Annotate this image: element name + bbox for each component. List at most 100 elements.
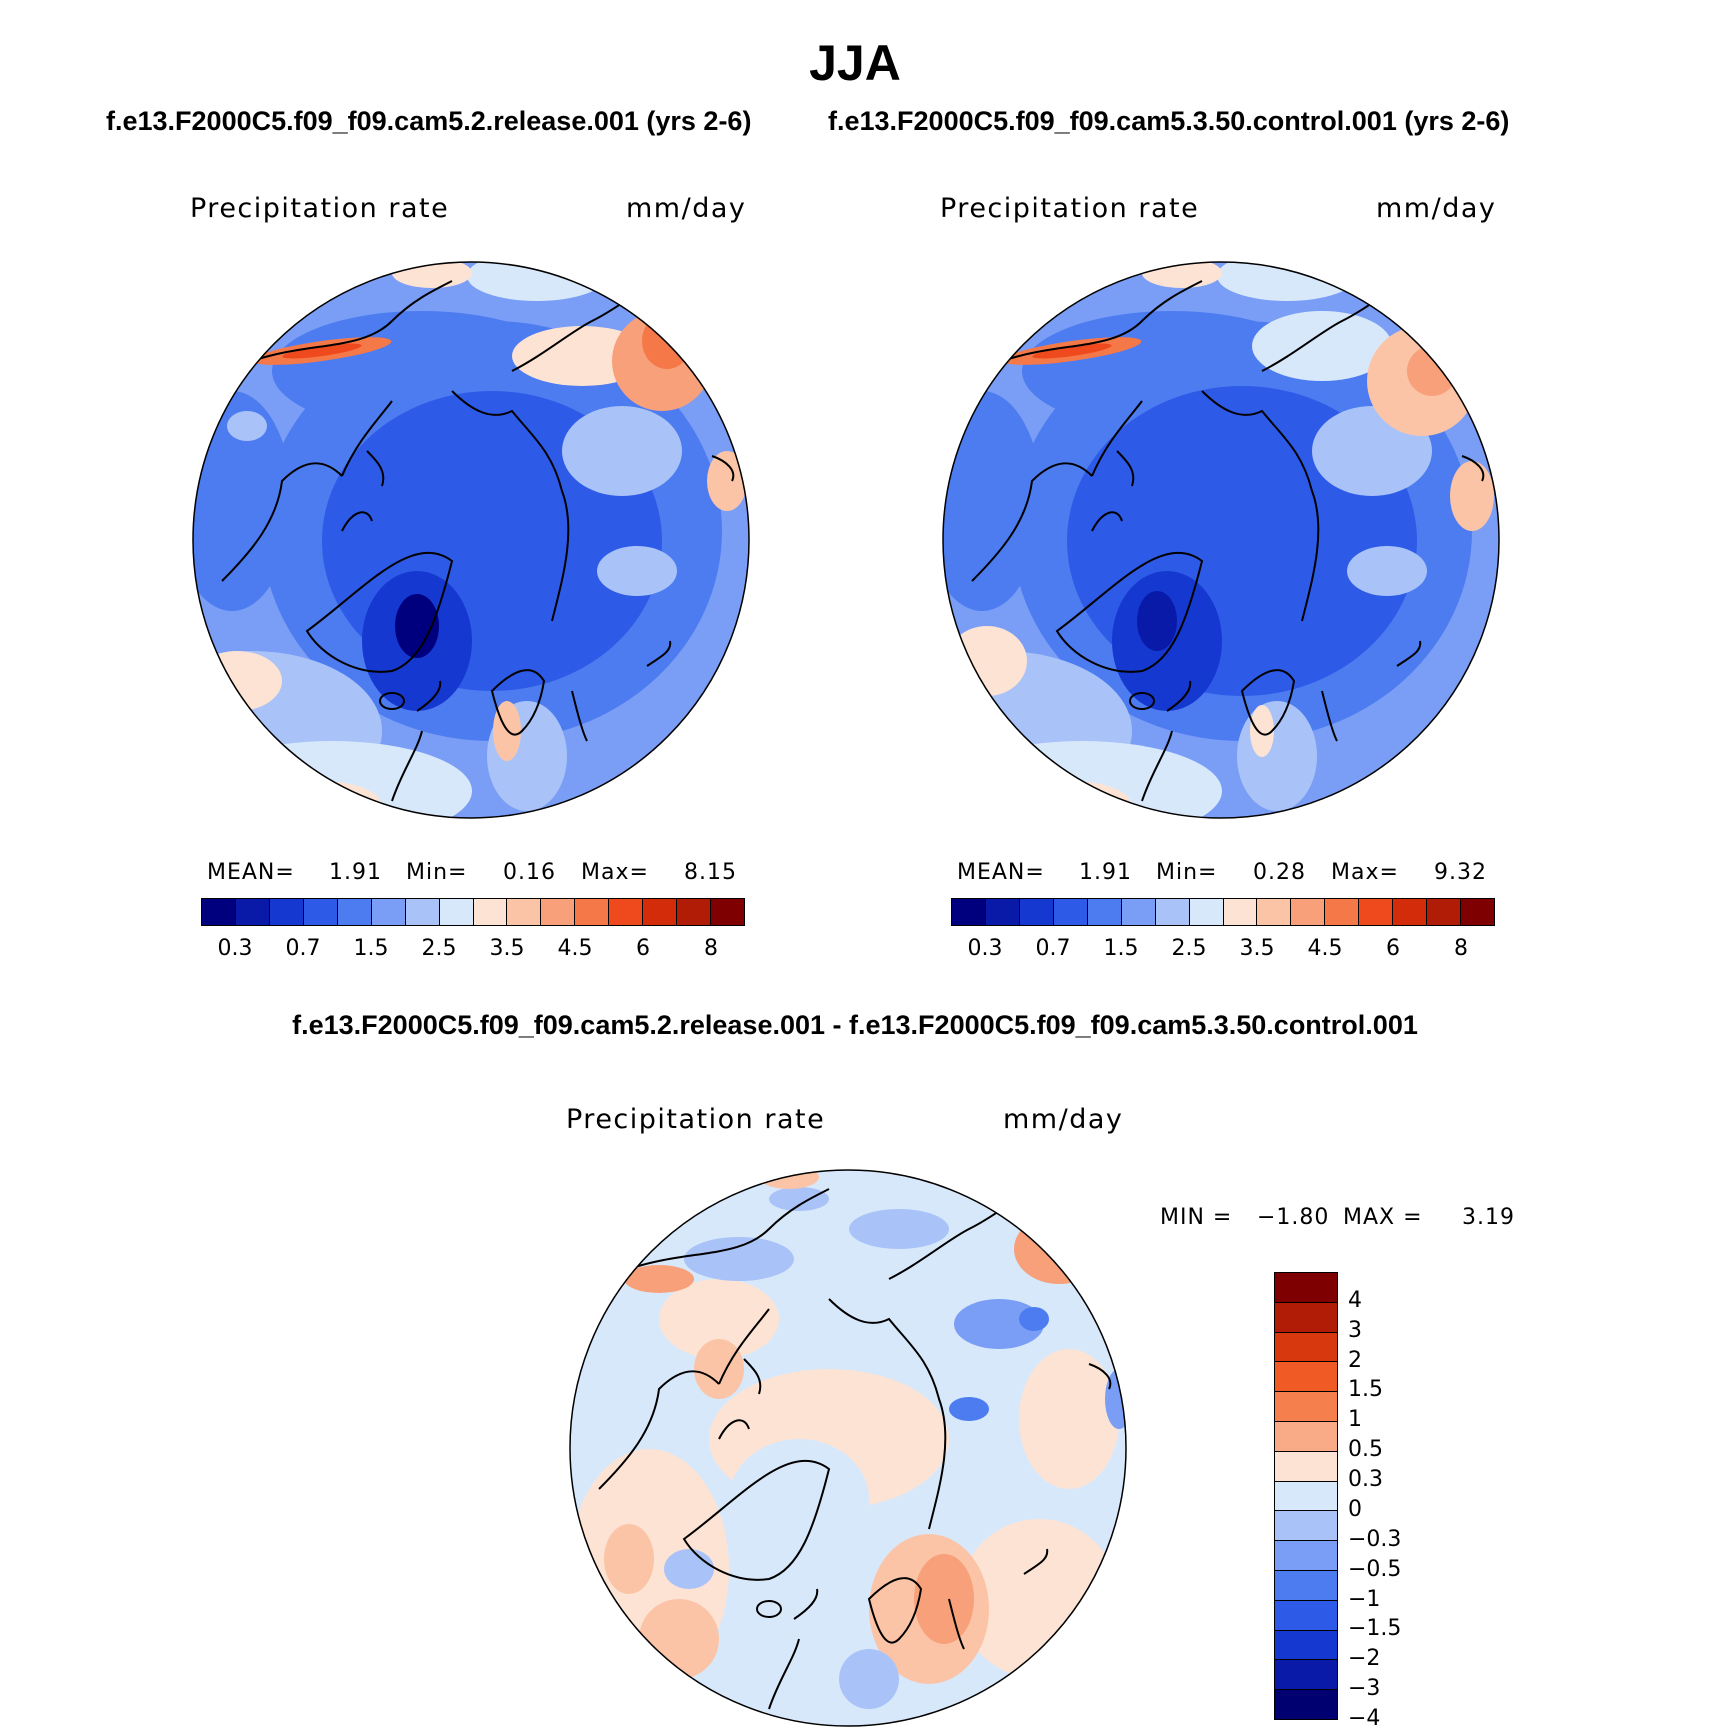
colorbar-swatch — [1155, 899, 1190, 925]
colorbar-tick-label: 8 — [704, 936, 718, 961]
right-variable-label: Precipitation rate — [940, 193, 1200, 224]
colorbar-tick-label: 1 — [1348, 1407, 1362, 1433]
colorbar-tick-label: 3 — [1348, 1317, 1362, 1343]
colorbar-swatch — [405, 899, 440, 925]
right-min-value: 0.28 — [1253, 860, 1306, 885]
colorbar-swatch — [952, 899, 986, 925]
colorbar-tick-label: 2 — [1348, 1347, 1362, 1373]
colorbar-tick-label: −0.5 — [1348, 1556, 1402, 1582]
diff-max-label: MAX = — [1343, 1205, 1423, 1230]
colorbar-tick-label: 0.3 — [217, 936, 253, 961]
colorbar-tick-label: 1.5 — [353, 936, 389, 961]
colorbar-swatch — [303, 899, 338, 925]
colorbar-tick-label: −1 — [1348, 1586, 1381, 1612]
colorbar-swatch — [1359, 899, 1394, 925]
colorbar-tick-label: 4.5 — [1307, 936, 1343, 961]
right-max-label: Max= — [1331, 860, 1399, 885]
left-mean-value: 1.91 — [329, 860, 382, 885]
colorbar-tick-label: 3.5 — [489, 936, 525, 961]
diff-max-value: 3.19 — [1462, 1205, 1515, 1230]
colorbar-swatch — [235, 899, 270, 925]
colorbar-swatch — [1275, 1332, 1337, 1363]
colorbar-tick-label: −3 — [1348, 1676, 1381, 1702]
colorbar-swatch — [1053, 899, 1088, 925]
colorbar-tick-label: 0.3 — [967, 936, 1003, 961]
colorbar-swatch — [337, 899, 372, 925]
colorbar-swatch — [1087, 899, 1122, 925]
right-min-label: Min= — [1156, 860, 1218, 885]
colorbar-swatch — [1257, 899, 1292, 925]
colorbar-tick-label: 0.7 — [285, 936, 321, 961]
left-min-label: Min= — [406, 860, 468, 885]
colorbar-swatch — [371, 899, 406, 925]
colorbar-tick-label: 2.5 — [421, 936, 457, 961]
left-units-label: mm/day — [626, 193, 747, 224]
colorbar-tick-label: 0.7 — [1035, 936, 1071, 961]
colorbar-tick-label: 4.5 — [557, 936, 593, 961]
right-case-label: f.e13.F2000C5.f09_f09.cam5.3.50.control.… — [828, 106, 1510, 136]
colorbar-swatch — [473, 899, 508, 925]
colorbar-tick-label: 6 — [1386, 936, 1400, 961]
colorbar-swatch — [1275, 1541, 1337, 1571]
colorbar-tick-label: −1.5 — [1348, 1616, 1402, 1642]
difference-case-label: f.e13.F2000C5.f09_f09.cam5.2.release.001… — [292, 1010, 1418, 1040]
colorbar-tick-label: 1.5 — [1103, 936, 1139, 961]
diff-min-label: MIN = — [1160, 1205, 1233, 1230]
diff-min-value: −1.80 — [1257, 1205, 1330, 1230]
diff-variable-label: Precipitation rate — [566, 1104, 826, 1135]
colorbar-swatch — [1121, 899, 1156, 925]
colorbar-tick-label: 8 — [1454, 936, 1468, 961]
colorbar-swatch — [575, 899, 610, 925]
colorbar-swatch — [269, 899, 304, 925]
colorbar-swatch — [1275, 1451, 1337, 1482]
left-mean-label: MEAN= — [207, 860, 295, 885]
colorbar-swatch — [1461, 899, 1494, 925]
colorbar-swatch — [1275, 1273, 1337, 1303]
colorbar-tick-label: 3.5 — [1239, 936, 1275, 961]
colorbar-swatch — [202, 899, 236, 925]
colorbar-swatch — [1275, 1421, 1337, 1452]
colorbar-swatch — [1275, 1660, 1337, 1691]
colorbar-swatch — [1275, 1570, 1337, 1601]
colorbar-swatch — [1275, 1511, 1337, 1542]
left-colorbar — [201, 898, 745, 926]
colorbar-swatch — [711, 899, 744, 925]
right-mean-label: MEAN= — [957, 860, 1045, 885]
page-title: JJA — [809, 35, 901, 91]
colorbar-swatch — [1275, 1302, 1337, 1333]
colorbar-swatch — [1427, 899, 1462, 925]
colorbar-swatch — [677, 899, 712, 925]
colorbar-swatch — [1325, 899, 1360, 925]
colorbar-tick-label: 1.5 — [1348, 1377, 1383, 1403]
diff-colorbar — [1274, 1272, 1338, 1720]
colorbar-swatch — [1291, 899, 1326, 925]
right-colorbar — [951, 898, 1495, 926]
left-variable-label: Precipitation rate — [190, 193, 450, 224]
left-polar-map — [192, 261, 750, 819]
diff-units-label: mm/day — [1003, 1104, 1124, 1135]
colorbar-swatch — [643, 899, 678, 925]
colorbar-swatch — [1189, 899, 1224, 925]
colorbar-swatch — [1275, 1630, 1337, 1661]
colorbar-tick-label: 0.5 — [1348, 1437, 1383, 1463]
colorbar-tick-label: −4 — [1348, 1706, 1381, 1731]
colorbar-swatch — [1019, 899, 1054, 925]
colorbar-swatch — [1275, 1362, 1337, 1393]
colorbar-tick-label: −0.3 — [1348, 1526, 1402, 1552]
right-units-label: mm/day — [1376, 193, 1497, 224]
colorbar-swatch — [985, 899, 1020, 925]
colorbar-swatch — [609, 899, 644, 925]
left-max-value: 8.15 — [684, 860, 737, 885]
colorbar-swatch — [439, 899, 474, 925]
colorbar-tick-label: 4 — [1348, 1287, 1362, 1313]
colorbar-tick-label: 0 — [1348, 1496, 1362, 1522]
colorbar-swatch — [507, 899, 542, 925]
colorbar-swatch — [1223, 899, 1258, 925]
left-max-label: Max= — [581, 860, 649, 885]
colorbar-swatch — [1393, 899, 1428, 925]
left-min-value: 0.16 — [503, 860, 556, 885]
right-polar-map — [942, 261, 1500, 819]
colorbar-swatch — [1275, 1392, 1337, 1422]
colorbar-tick-label: 6 — [636, 936, 650, 961]
colorbar-swatch — [541, 899, 576, 925]
